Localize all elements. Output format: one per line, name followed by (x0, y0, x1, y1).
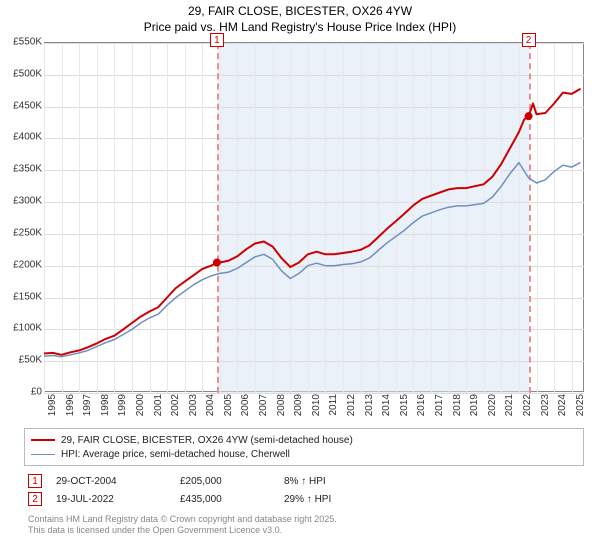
chart-container: 29, FAIR CLOSE, BICESTER, OX26 4YW Price… (0, 0, 600, 560)
chart-plot-area: 12 (44, 42, 584, 392)
x-tick-label: 2014 (381, 394, 392, 416)
sale-price: £435,000 (180, 494, 270, 505)
y-tick-label: £300K (2, 196, 42, 207)
license-text: Contains HM Land Registry data © Crown c… (24, 508, 584, 537)
x-tick-label: 2017 (434, 394, 445, 416)
sale-row: 1 29-OCT-2004 £205,000 8% ↑ HPI (24, 472, 584, 490)
x-tick-label: 2019 (469, 394, 480, 416)
sale-marker (525, 112, 533, 120)
x-tick-label: 2009 (293, 394, 304, 416)
sale-date: 29-OCT-2004 (56, 476, 166, 487)
series-svg (44, 43, 584, 393)
x-tick-label: 2008 (276, 394, 287, 416)
x-tick-label: 2010 (311, 394, 322, 416)
x-tick-label: 2001 (153, 394, 164, 416)
legend-label: HPI: Average price, semi-detached house,… (61, 449, 290, 460)
sale-hpi: 29% ↑ HPI (284, 494, 384, 505)
x-tick-label: 2012 (346, 394, 357, 416)
x-tick-label: 2005 (223, 394, 234, 416)
x-tick-label: 2015 (399, 394, 410, 416)
x-tick-label: 1997 (82, 394, 93, 416)
sale-marker (213, 259, 221, 267)
sale-badge: 2 (28, 492, 42, 506)
legend-row: 29, FAIR CLOSE, BICESTER, OX26 4YW (semi… (31, 433, 577, 447)
legend-box: 29, FAIR CLOSE, BICESTER, OX26 4YW (semi… (24, 428, 584, 466)
y-tick-label: £150K (2, 291, 42, 302)
x-tick-label: 2000 (135, 394, 146, 416)
x-tick-label: 2023 (540, 394, 551, 416)
y-tick-label: £200K (2, 259, 42, 270)
title-line-2: Price paid vs. HM Land Registry's House … (0, 20, 600, 36)
y-tick-label: £450K (2, 100, 42, 111)
legend-swatch (31, 454, 55, 455)
y-tick-label: £500K (2, 68, 42, 79)
x-tick-label: 2011 (328, 394, 339, 416)
y-tick-label: £0 (2, 387, 42, 398)
y-tick-label: £50K (2, 355, 42, 366)
x-tick-label: 2018 (452, 394, 463, 416)
x-tick-label: 1999 (117, 394, 128, 416)
x-tick-label: 1998 (100, 394, 111, 416)
x-tick-label: 2022 (522, 394, 533, 416)
x-tick-label: 2013 (364, 394, 375, 416)
footer: 29, FAIR CLOSE, BICESTER, OX26 4YW (semi… (24, 428, 584, 537)
y-tick-label: £250K (2, 227, 42, 238)
x-tick-label: 2006 (240, 394, 251, 416)
sales-table: 1 29-OCT-2004 £205,000 8% ↑ HPI 2 19-JUL-2022… (24, 472, 584, 508)
y-tick-label: £350K (2, 164, 42, 175)
title-line-1: 29, FAIR CLOSE, BICESTER, OX26 4YW (0, 4, 600, 20)
sale-date: 19-JUL-2022 (56, 494, 166, 505)
x-tick-label: 2003 (188, 394, 199, 416)
license-line-2: This data is licensed under the Open Gov… (28, 525, 580, 536)
legend-row: HPI: Average price, semi-detached house,… (31, 447, 577, 461)
license-line-1: Contains HM Land Registry data © Crown c… (28, 514, 580, 525)
legend-label: 29, FAIR CLOSE, BICESTER, OX26 4YW (semi… (61, 435, 353, 446)
series-property (44, 89, 581, 355)
sale-hpi: 8% ↑ HPI (284, 476, 384, 487)
legend-swatch (31, 439, 55, 441)
y-tick-label: £400K (2, 132, 42, 143)
x-tick-label: 2021 (504, 394, 515, 416)
x-tick-label: 2025 (575, 394, 586, 416)
y-tick-label: £550K (2, 37, 42, 48)
x-tick-label: 2016 (416, 394, 427, 416)
sale-badge: 1 (28, 474, 42, 488)
x-tick-label: 2002 (170, 394, 181, 416)
x-tick-label: 1995 (47, 394, 58, 416)
sale-row: 2 19-JUL-2022 £435,000 29% ↑ HPI (24, 490, 584, 508)
x-tick-label: 2024 (557, 394, 568, 416)
title-block: 29, FAIR CLOSE, BICESTER, OX26 4YW Price… (0, 0, 600, 37)
sale-price: £205,000 (180, 476, 270, 487)
x-tick-label: 2004 (205, 394, 216, 416)
y-tick-label: £100K (2, 323, 42, 334)
x-tick-label: 2020 (487, 394, 498, 416)
x-tick-label: 2007 (258, 394, 269, 416)
x-tick-label: 1996 (65, 394, 76, 416)
